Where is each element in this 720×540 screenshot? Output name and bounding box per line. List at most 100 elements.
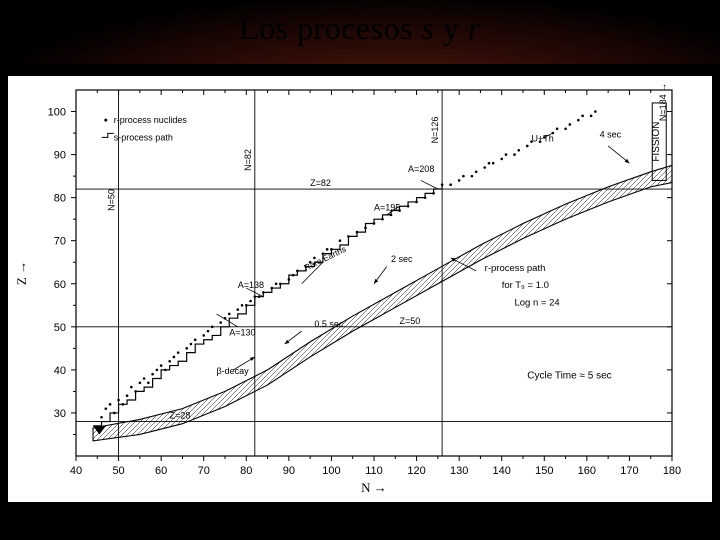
nucleosynthesis-chart: 4050607080901001101201301401501601701803… — [8, 76, 712, 502]
annotation-text: Log n = 24 — [514, 297, 559, 308]
x-tick-label: 140 — [493, 465, 511, 477]
r-nuclide-dot — [513, 153, 516, 156]
x-tick-label: 60 — [155, 465, 167, 477]
r-nuclide-dot — [292, 274, 295, 277]
y-tick-label: 60 — [54, 279, 66, 291]
r-nuclide-dot — [117, 399, 120, 402]
r-nuclide-dot — [347, 235, 350, 238]
x-tick-label: 90 — [283, 465, 295, 477]
annotation-text: A=195 — [374, 203, 400, 213]
x-tick-label: 120 — [407, 465, 425, 477]
annotation-text: Cycle Time ≈ 5 sec — [527, 370, 611, 381]
r-nuclide-dot — [339, 239, 342, 242]
x-tick-label: 80 — [240, 465, 252, 477]
r-nuclide-dot — [147, 382, 150, 385]
annotation-text: 4 sec — [600, 129, 622, 139]
r-nuclide-dot — [254, 295, 257, 298]
r-nuclide-dot — [517, 149, 520, 152]
legend-s: s-process path — [114, 132, 173, 142]
r-nuclide-dot — [105, 407, 108, 410]
r-nuclide-dot — [569, 123, 572, 126]
annotation-text: r-process path — [485, 263, 546, 274]
x-tick-label: 110 — [365, 465, 383, 477]
r-nuclide-dot — [564, 127, 567, 130]
r-nuclide-dot — [441, 183, 444, 186]
r-nuclide-dot — [160, 364, 163, 367]
r-nuclide-dot — [424, 196, 427, 199]
r-nuclide-dot — [185, 347, 188, 350]
r-nuclide-dot — [271, 287, 274, 290]
y-tick-label: 40 — [54, 365, 66, 377]
page-title: Los procesos s y r — [0, 10, 720, 47]
r-nuclide-dot — [211, 326, 214, 329]
r-nuclide-dot — [356, 231, 359, 234]
r-nuclide-dot — [241, 304, 244, 307]
y-tick-label: 30 — [54, 408, 66, 420]
r-nuclide-dot — [556, 127, 559, 130]
annotation-text: U+Th — [532, 134, 554, 144]
r-nuclide-dot — [590, 115, 593, 118]
r-nuclide-dot — [364, 226, 367, 229]
r-nuclide-dot — [177, 351, 180, 354]
x-tick-label: 100 — [322, 465, 340, 477]
x-tick-label: 180 — [663, 465, 681, 477]
r-nuclide-dot — [373, 222, 376, 225]
magic-z-label: Z=50 — [400, 316, 421, 326]
r-nuclide-dot — [122, 403, 125, 406]
r-nuclide-dot — [505, 153, 508, 156]
x-tick-label: 130 — [450, 465, 468, 477]
x-tick-label: 70 — [198, 465, 210, 477]
magic-z-label: Z=82 — [310, 178, 331, 188]
r-nuclide-dot — [249, 300, 252, 303]
r-nuclide-dot — [194, 338, 197, 341]
annotation-text: β-decay — [216, 366, 249, 376]
title-3: y — [434, 10, 468, 46]
r-nuclide-dot — [113, 412, 116, 415]
r-nuclide-dot — [415, 201, 418, 204]
r-nuclide-dot — [109, 403, 112, 406]
r-nuclide-dot — [458, 179, 461, 182]
magic-n-label: N=50 — [107, 189, 117, 211]
annotation-text: A=138 — [238, 280, 264, 290]
r-nuclide-dot — [258, 295, 261, 298]
r-nuclide-dot — [279, 282, 282, 285]
r-nuclide-dot — [126, 394, 129, 397]
y-tick-label: 90 — [54, 150, 66, 162]
y-tick-label: 100 — [48, 107, 66, 119]
annotation-text: A=208 — [408, 164, 434, 174]
magic-n-label: N=126 — [430, 117, 440, 144]
y-tick-label: 70 — [54, 236, 66, 248]
y-axis-label: Z → — [14, 261, 29, 285]
x-axis-label: N → — [361, 480, 387, 495]
r-nuclide-dot — [492, 162, 495, 165]
r-nuclide-dot — [407, 205, 410, 208]
r-nuclide-dot — [164, 369, 167, 372]
r-nuclide-dot — [134, 390, 137, 393]
r-nuclide-dot — [228, 313, 231, 316]
r-nuclide-dot — [100, 416, 103, 419]
r-nuclide-dot — [139, 382, 142, 385]
r-nuclide-dot — [143, 377, 146, 380]
r-nuclide-dot — [275, 282, 278, 285]
annotation-text: A=130 — [229, 327, 255, 337]
r-nuclide-dot — [449, 183, 452, 186]
y-tick-label: 80 — [54, 193, 66, 205]
magic-n-label: N=82 — [243, 149, 253, 171]
annotation-text: for T₉ = 1.0 — [502, 280, 549, 291]
x-tick-label: 50 — [112, 465, 124, 477]
r-nuclide-dot — [168, 360, 171, 363]
r-nuclide-dot — [245, 304, 248, 307]
r-nuclide-dot — [432, 192, 435, 195]
legend-dot-icon — [104, 119, 107, 122]
annotation-text: 0.5 sec — [314, 319, 344, 329]
x-tick-label: 150 — [535, 465, 553, 477]
r-nuclide-dot — [488, 162, 491, 165]
title-1: Los procesos — [239, 10, 421, 46]
x-tick-label: 160 — [578, 465, 596, 477]
r-nuclide-dot — [202, 334, 205, 337]
r-nuclide-dot — [151, 373, 154, 376]
fission-label: FISSION — [651, 122, 662, 162]
r-nuclide-dot — [577, 119, 580, 122]
y-tick-label: 50 — [54, 322, 66, 334]
r-nuclide-dot — [236, 308, 239, 311]
